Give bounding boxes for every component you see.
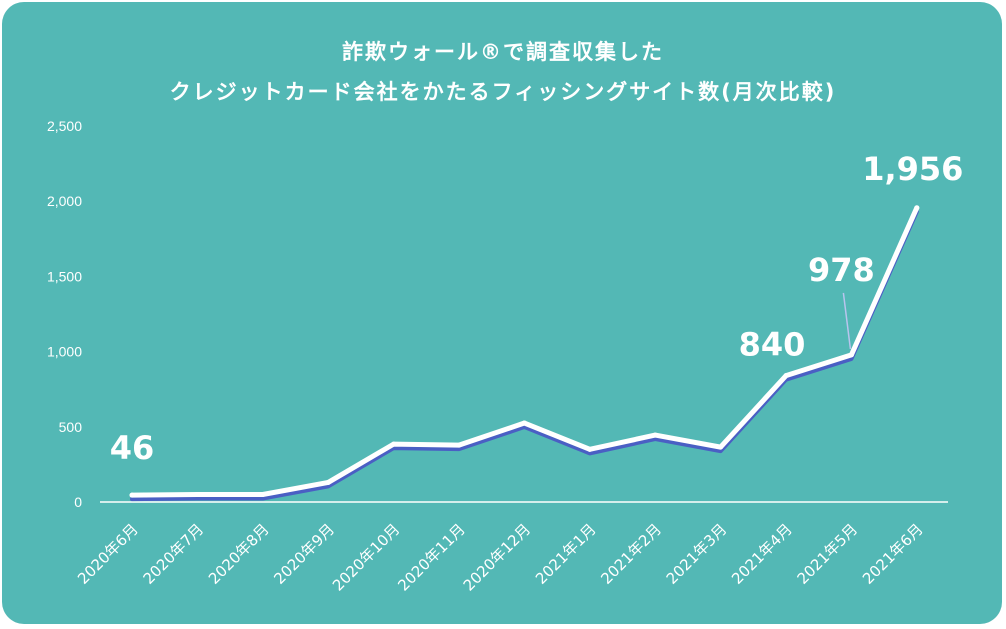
- data-point: [587, 446, 593, 452]
- x-tick-label: 2020年9月: [270, 520, 338, 588]
- data-point: [652, 432, 658, 438]
- y-tick-label: 2,500: [47, 118, 82, 134]
- x-tick-label: 2020年11月: [394, 520, 468, 594]
- x-tick-label: 2020年8月: [205, 520, 273, 588]
- data-point: [914, 205, 920, 211]
- data-point: [718, 444, 724, 450]
- data-point: [456, 442, 462, 448]
- chart-title-line-1: 詐欺ウォール®で調査収集した: [342, 40, 664, 64]
- data-point: [325, 479, 331, 485]
- x-tick-label: 2020年6月: [74, 520, 142, 588]
- data-point: [260, 491, 266, 497]
- x-tick-label: 2020年10月: [329, 520, 403, 594]
- x-tick-label: 2021年3月: [663, 520, 731, 588]
- data-label: 1,956: [862, 150, 963, 188]
- x-tick-label: 2020年7月: [140, 520, 208, 588]
- x-tick-label: 2021年2月: [597, 520, 665, 588]
- data-label: 46: [110, 429, 155, 467]
- x-tick-label: 2021年1月: [532, 520, 600, 588]
- series-line-shadow: [130, 209, 919, 502]
- y-tick-label: 2,000: [47, 193, 82, 209]
- x-tick-label: 2021年6月: [859, 520, 927, 588]
- chart-title-line-2: クレジットカード会社をかたるフィッシングサイト数(月次比較): [169, 80, 837, 104]
- data-point: [783, 373, 789, 379]
- data-point: [521, 420, 527, 426]
- y-tick-label: 1,000: [47, 344, 82, 360]
- data-point: [848, 352, 854, 358]
- data-label: 840: [739, 326, 806, 364]
- label-leader-line: [842, 292, 852, 350]
- y-tick-label: 1,500: [47, 268, 82, 284]
- x-tick-label: 2020年12月: [460, 520, 534, 594]
- x-tick-label: 2021年4月: [728, 520, 796, 588]
- y-tick-label: 500: [59, 419, 83, 435]
- data-point: [129, 492, 135, 498]
- data-point: [194, 491, 200, 497]
- data-point: [391, 441, 397, 447]
- x-tick-label: 2021年5月: [794, 520, 862, 588]
- data-label: 978: [808, 251, 875, 289]
- y-tick-label: 0: [74, 494, 82, 510]
